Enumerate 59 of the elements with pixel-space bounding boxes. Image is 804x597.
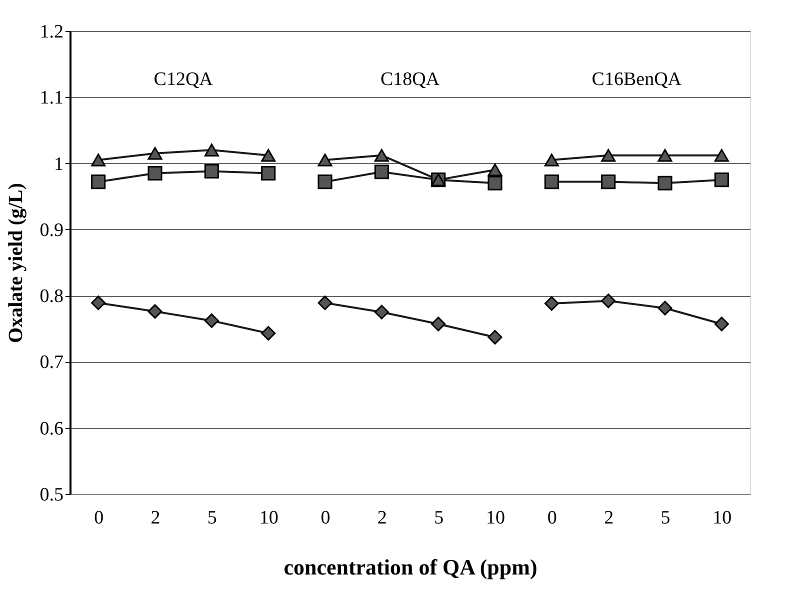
point xyxy=(261,326,276,341)
point xyxy=(318,296,332,310)
point xyxy=(714,148,729,162)
x-axis-title: concentration of QA (ppm) xyxy=(284,554,538,580)
x-tick-label: 0 xyxy=(547,508,557,528)
point xyxy=(658,148,672,162)
point xyxy=(601,148,616,162)
y-tick-label: 0.9 xyxy=(40,220,64,241)
point xyxy=(601,294,616,308)
point xyxy=(488,330,502,345)
y-tick-label: 0.5 xyxy=(40,484,64,506)
y-tick-label: 0.6 xyxy=(40,418,64,440)
point xyxy=(544,154,559,166)
point xyxy=(91,296,106,310)
x-tick-label: 0 xyxy=(94,508,104,528)
point xyxy=(431,316,446,332)
point xyxy=(374,304,389,320)
point xyxy=(658,300,672,316)
point xyxy=(544,296,559,311)
x-tick-label: 5 xyxy=(207,508,217,528)
point xyxy=(261,148,276,162)
annotation: C12QA xyxy=(154,69,214,90)
x-tick-label: 2 xyxy=(377,508,387,528)
point xyxy=(148,304,162,319)
point xyxy=(204,144,219,156)
point xyxy=(148,166,162,180)
point xyxy=(601,174,616,190)
point xyxy=(714,316,729,332)
x-tick-label: 10 xyxy=(259,508,278,528)
annotation: C18QA xyxy=(380,69,440,90)
x-tick-label: 10 xyxy=(712,508,732,528)
point xyxy=(374,164,389,180)
x-tick-label: 5 xyxy=(660,508,670,528)
point xyxy=(318,154,332,166)
x-tick-label: 2 xyxy=(150,508,160,528)
point xyxy=(148,146,162,160)
point xyxy=(488,176,502,190)
point xyxy=(544,174,559,190)
point xyxy=(204,164,219,178)
y-axis-title: Oxalate yield (g/L) xyxy=(4,183,27,343)
x-tick-label: 2 xyxy=(604,508,614,528)
point xyxy=(318,174,332,190)
y-tick-label: 0.7 xyxy=(40,352,64,374)
y-tick-label: 1.1 xyxy=(40,88,64,109)
point xyxy=(261,166,276,180)
point xyxy=(488,164,502,176)
x-tick-label: 10 xyxy=(486,508,505,528)
y-tick-label: 1.2 xyxy=(40,22,64,42)
annotation: C16BenQA xyxy=(592,69,682,90)
point xyxy=(204,313,219,328)
x-tick-label: 5 xyxy=(434,508,444,528)
y-tick-label: 1 xyxy=(54,154,64,175)
point xyxy=(658,176,672,190)
x-tick-label: 0 xyxy=(320,508,330,528)
point xyxy=(714,172,729,188)
point xyxy=(374,148,389,162)
point xyxy=(91,154,106,166)
point xyxy=(91,174,106,190)
y-tick-label: 0.8 xyxy=(40,286,64,308)
